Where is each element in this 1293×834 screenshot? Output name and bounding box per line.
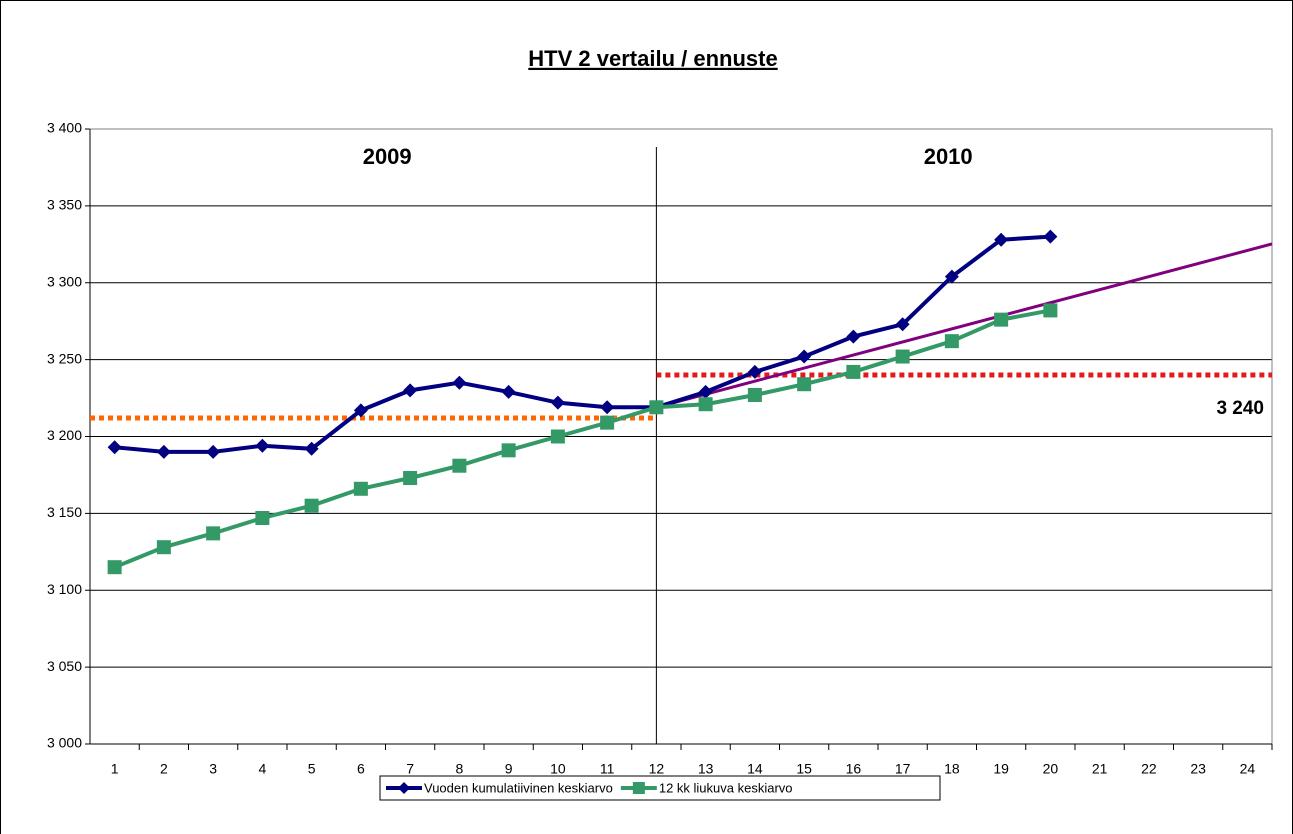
marker <box>649 400 664 415</box>
x-tick-label: 9 <box>505 761 513 777</box>
trend-line <box>655 242 1273 409</box>
x-tick-label: 10 <box>550 761 566 777</box>
marker <box>747 364 762 379</box>
marker <box>1043 303 1058 318</box>
marker <box>944 269 959 284</box>
marker <box>846 364 861 379</box>
marker <box>501 443 516 458</box>
x-tick-label: 17 <box>895 761 911 777</box>
marker <box>944 334 959 349</box>
annotation: 2009 <box>363 144 412 169</box>
marker <box>994 312 1009 327</box>
legend-marker <box>398 782 410 794</box>
y-tick-label: 3 000 <box>47 735 82 751</box>
y-tick-label: 3 350 <box>47 197 82 213</box>
x-tick-label: 7 <box>406 761 414 777</box>
marker <box>846 329 861 344</box>
x-tick-label: 15 <box>796 761 812 777</box>
marker <box>206 526 221 541</box>
x-tick-label: 8 <box>455 761 463 777</box>
legend-label: 12 kk liukuva keskiarvo <box>659 780 793 795</box>
x-tick-label: 19 <box>993 761 1009 777</box>
x-tick-label: 13 <box>698 761 714 777</box>
x-tick-label: 12 <box>649 761 665 777</box>
marker <box>550 429 565 444</box>
marker <box>156 540 171 555</box>
x-tick-label: 11 <box>600 761 615 777</box>
marker <box>353 481 368 496</box>
x-tick-label: 21 <box>1092 761 1108 777</box>
marker <box>895 349 910 364</box>
marker <box>797 377 812 392</box>
marker <box>501 384 516 399</box>
x-tick-label: 20 <box>1043 761 1059 777</box>
series-line <box>113 308 1051 570</box>
marker <box>403 471 418 486</box>
marker <box>994 232 1009 247</box>
y-tick-label: 3 100 <box>47 581 82 597</box>
x-tick-label: 16 <box>846 761 862 777</box>
y-tick-label: 3 150 <box>47 504 82 520</box>
legend-marker <box>632 782 645 794</box>
marker <box>452 375 467 390</box>
marker <box>304 441 319 456</box>
series-line <box>114 234 1051 454</box>
marker <box>600 415 615 430</box>
marker <box>107 560 122 575</box>
x-tick-label: 23 <box>1190 761 1206 777</box>
marker <box>895 317 910 332</box>
x-tick-label: 18 <box>944 761 960 777</box>
marker <box>255 510 270 525</box>
y-tick-label: 3 050 <box>47 658 82 674</box>
y-tick-label: 3 200 <box>47 427 82 443</box>
marker <box>698 384 713 399</box>
legend-label: Vuoden kumulatiivinen keskiarvo <box>424 780 613 795</box>
annotation: 2010 <box>924 144 973 169</box>
marker <box>206 444 221 459</box>
x-tick-label: 1 <box>111 761 119 777</box>
marker <box>403 383 418 398</box>
x-tick-label: 3 <box>209 761 217 777</box>
y-tick-label: 3 400 <box>47 120 82 136</box>
marker <box>698 397 713 412</box>
x-tick-label: 2 <box>160 761 168 777</box>
chart-title: HTV 2 vertailu / ennuste <box>528 46 777 71</box>
x-tick-label: 22 <box>1141 761 1157 777</box>
marker <box>156 444 171 459</box>
reference-label: 3 240 <box>1216 398 1264 419</box>
marker <box>1043 229 1058 244</box>
y-tick-label: 3 300 <box>47 273 82 289</box>
x-tick-label: 6 <box>357 761 365 777</box>
marker <box>304 498 319 513</box>
x-tick-label: 4 <box>258 761 266 777</box>
x-tick-label: 14 <box>747 761 763 777</box>
marker <box>600 400 615 415</box>
marker <box>452 458 467 473</box>
x-tick-label: 5 <box>308 761 316 777</box>
legend: Vuoden kumulatiivinen keskiarvo 12 kk liu… <box>379 775 941 801</box>
marker <box>255 438 270 453</box>
marker <box>747 387 762 402</box>
y-tick-label: 3 250 <box>47 350 82 366</box>
marker <box>353 403 368 418</box>
marker <box>550 395 565 410</box>
x-tick-label: 24 <box>1240 761 1256 777</box>
marker <box>107 440 122 455</box>
marker <box>797 349 812 364</box>
legend-box <box>379 775 941 801</box>
